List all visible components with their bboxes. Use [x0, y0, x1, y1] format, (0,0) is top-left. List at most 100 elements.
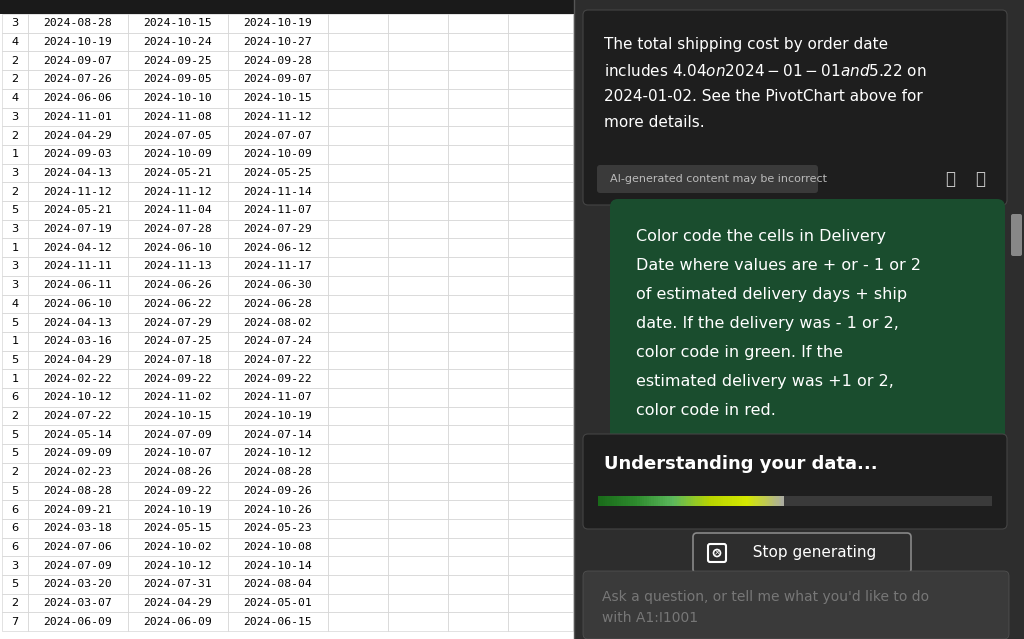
Text: 2024-07-22: 2024-07-22 — [44, 411, 113, 421]
Text: 2024-05-23: 2024-05-23 — [244, 523, 312, 534]
Text: 2024-10-02: 2024-10-02 — [143, 542, 212, 552]
Text: 2024-08-28: 2024-08-28 — [44, 19, 113, 28]
Bar — [449, 89, 508, 107]
Text: 2024-11-13: 2024-11-13 — [143, 261, 212, 272]
Text: 2024-09-22: 2024-09-22 — [143, 374, 212, 383]
Text: estimated delivery was +1 or 2,: estimated delivery was +1 or 2, — [636, 374, 894, 389]
Text: 2024-10-07: 2024-10-07 — [143, 449, 212, 458]
Text: 2024-10-10: 2024-10-10 — [143, 93, 212, 103]
Bar — [734, 496, 737, 506]
Bar — [228, 164, 328, 182]
Bar — [128, 612, 228, 631]
Text: Ask a question, or tell me what you'd like to do: Ask a question, or tell me what you'd li… — [602, 590, 929, 604]
Bar — [228, 14, 328, 33]
Bar — [508, 164, 573, 182]
Bar — [28, 369, 128, 388]
Bar — [2, 257, 28, 276]
Bar — [128, 482, 228, 500]
Bar — [449, 500, 508, 519]
Bar — [762, 496, 765, 506]
Text: 1: 1 — [11, 374, 18, 383]
Text: 2024-09-26: 2024-09-26 — [244, 486, 312, 496]
Bar — [508, 426, 573, 444]
Text: 6: 6 — [11, 523, 18, 534]
Bar — [2, 575, 28, 594]
Bar — [746, 496, 749, 506]
Text: 2024-10-12: 2024-10-12 — [143, 560, 212, 571]
Bar — [508, 594, 573, 612]
Text: 2024-09-22: 2024-09-22 — [244, 374, 312, 383]
Bar — [449, 145, 508, 164]
Bar — [228, 107, 328, 126]
Bar — [328, 406, 388, 426]
Bar — [508, 220, 573, 238]
Text: 2024-08-02: 2024-08-02 — [244, 318, 312, 328]
Bar — [328, 537, 388, 557]
Text: 2024-03-20: 2024-03-20 — [44, 580, 113, 589]
Bar — [508, 89, 573, 107]
Bar — [449, 33, 508, 51]
Bar — [388, 575, 449, 594]
Text: 2024-11-17: 2024-11-17 — [244, 261, 312, 272]
Bar — [28, 351, 128, 369]
Bar — [449, 575, 508, 594]
Bar — [2, 369, 28, 388]
Text: 5: 5 — [11, 580, 18, 589]
Text: 2024-07-25: 2024-07-25 — [143, 336, 212, 346]
Bar — [508, 257, 573, 276]
Bar — [660, 496, 664, 506]
Text: 2024-06-15: 2024-06-15 — [244, 617, 312, 627]
Bar — [128, 182, 228, 201]
Text: 6: 6 — [11, 542, 18, 552]
Bar — [328, 257, 388, 276]
Bar — [709, 496, 712, 506]
Bar — [743, 496, 746, 506]
Bar — [128, 145, 228, 164]
Bar — [449, 126, 508, 145]
Bar — [28, 463, 128, 482]
Text: 3: 3 — [11, 280, 18, 290]
Bar — [2, 70, 28, 89]
Bar — [637, 496, 640, 506]
Text: 2024-03-16: 2024-03-16 — [44, 336, 113, 346]
Bar — [668, 496, 671, 506]
Bar — [128, 351, 228, 369]
Bar — [767, 496, 770, 506]
Bar — [2, 89, 28, 107]
Bar — [328, 482, 388, 500]
Bar — [328, 444, 388, 463]
Bar — [128, 107, 228, 126]
Bar — [28, 238, 128, 257]
Text: Understanding your data...: Understanding your data... — [604, 455, 878, 473]
Bar — [508, 406, 573, 426]
Bar — [449, 426, 508, 444]
Text: 5: 5 — [11, 449, 18, 458]
Text: 2024-11-04: 2024-11-04 — [143, 205, 212, 215]
Bar — [328, 276, 388, 295]
Bar — [679, 496, 682, 506]
Bar — [699, 496, 702, 506]
Bar — [760, 496, 763, 506]
Bar — [508, 145, 573, 164]
Bar — [28, 164, 128, 182]
Text: 2024-11-02: 2024-11-02 — [143, 392, 212, 403]
Bar — [2, 295, 28, 313]
Text: 2024-06-10: 2024-06-10 — [44, 299, 113, 309]
Bar — [28, 51, 128, 70]
Bar — [646, 496, 649, 506]
Bar — [2, 388, 28, 406]
Bar — [508, 575, 573, 594]
Bar — [28, 313, 128, 332]
Bar — [28, 388, 128, 406]
Text: 2: 2 — [11, 130, 18, 141]
Bar — [228, 482, 328, 500]
Bar — [508, 107, 573, 126]
Bar — [508, 444, 573, 463]
Bar — [508, 182, 573, 201]
Bar — [328, 145, 388, 164]
Bar — [28, 126, 128, 145]
Bar — [712, 496, 714, 506]
Text: 2024-03-18: 2024-03-18 — [44, 523, 113, 534]
Bar — [328, 14, 388, 33]
Bar — [508, 313, 573, 332]
